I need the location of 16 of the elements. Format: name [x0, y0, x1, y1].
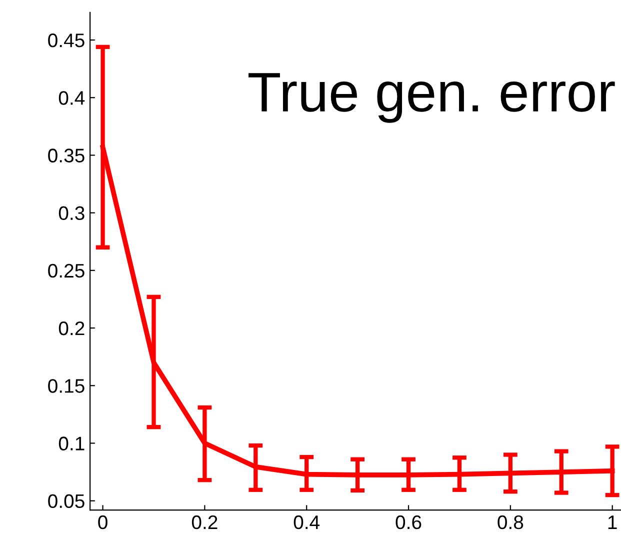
- y-tick-label: 0.15: [48, 379, 84, 393]
- y-tick-label: 0.25: [48, 264, 84, 278]
- x-tick-label: 0: [98, 515, 108, 530]
- annotation: True gen. error: [248, 73, 615, 123]
- x-tick-label: 0.4: [294, 515, 320, 530]
- y-tick-label: 0.3: [58, 206, 84, 220]
- x-tick-label: 0.2: [192, 515, 218, 530]
- y-tick-label: 0.4: [58, 91, 85, 105]
- y-tick-label: 0.1: [58, 436, 84, 450]
- y-tick-label: 0.35: [48, 148, 84, 162]
- x-tick-label: 0.6: [396, 515, 422, 530]
- y-tick-label: 0.45: [48, 33, 84, 48]
- y-tick-label: 0.05: [48, 494, 84, 508]
- y-tick-label: 0.2: [58, 321, 84, 336]
- x-tick-label: 0.8: [498, 515, 524, 530]
- x-tick-label: 1: [608, 516, 617, 529]
